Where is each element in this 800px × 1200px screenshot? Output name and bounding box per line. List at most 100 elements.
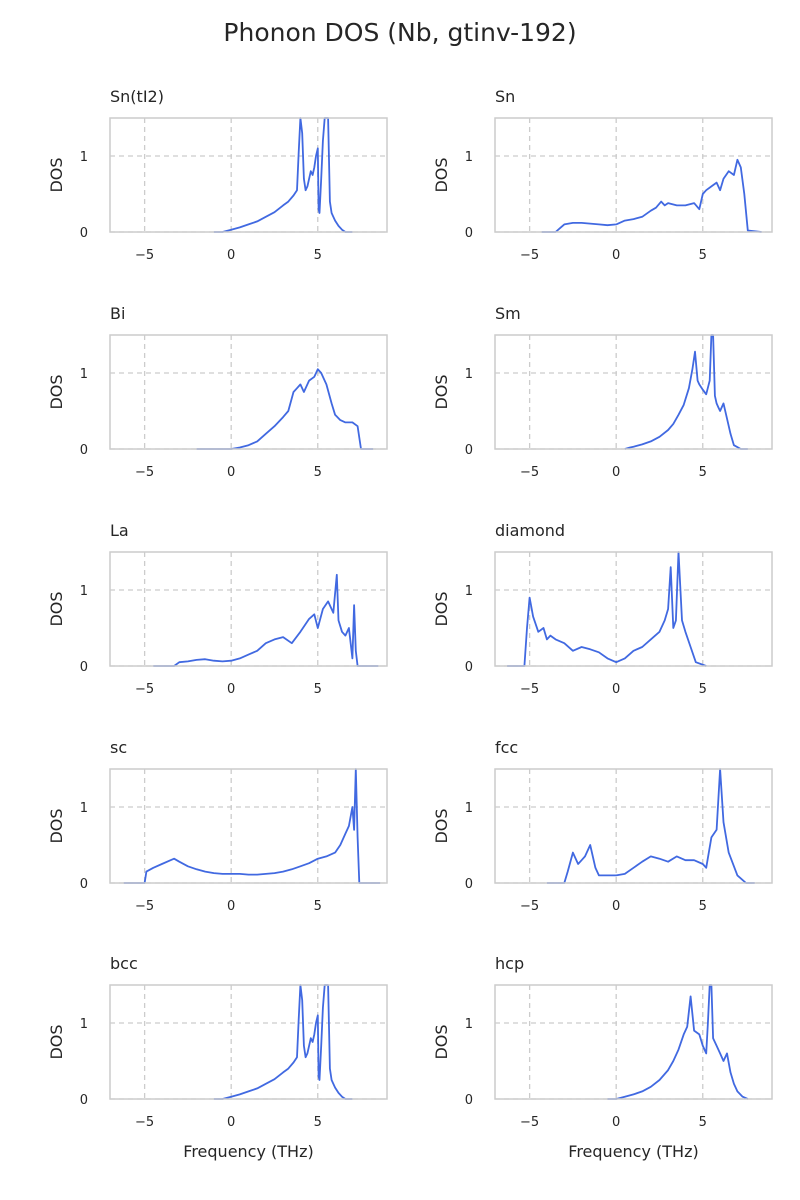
plot-frame <box>109 117 388 233</box>
dos-series-line <box>213 117 353 233</box>
x-tick-label: 5 <box>699 682 707 697</box>
x-tick-label: −5 <box>520 248 539 263</box>
x-axis-label: Frequency (THz) <box>568 1142 698 1161</box>
x-tick-label: 0 <box>612 899 620 914</box>
y-tick-label: 0 <box>80 1093 88 1108</box>
y-axis-label: DOS <box>47 591 66 626</box>
subplot-1: Sn −5 0 5 0 1 DOS <box>432 87 773 263</box>
y-tick-label: 1 <box>80 150 88 165</box>
x-tick-label: −5 <box>135 1115 154 1130</box>
y-tick-label: 0 <box>465 660 473 675</box>
x-tick-label: −5 <box>135 465 154 480</box>
plot-frame <box>109 984 388 1100</box>
subplot-8: bcc −5 0 5 0 1 DOS Frequency (THz) <box>47 954 388 1161</box>
x-tick-label: 0 <box>227 248 235 263</box>
dos-series-line <box>196 368 374 450</box>
x-tick-label: 5 <box>314 465 322 480</box>
x-tick-label: 5 <box>699 899 707 914</box>
y-tick-label: 0 <box>80 877 88 892</box>
y-tick-label: 1 <box>465 584 473 599</box>
y-tick-label: 0 <box>465 226 473 241</box>
subplot-2: Bi −5 0 5 0 1 DOS <box>47 304 388 480</box>
y-axis-label: DOS <box>47 157 66 192</box>
x-tick-label: 0 <box>612 465 620 480</box>
y-tick-label: 0 <box>465 1093 473 1108</box>
x-tick-label: 0 <box>227 1115 235 1130</box>
subplot-6: sc −5 0 5 0 1 DOS <box>47 738 388 914</box>
plot-frame <box>494 551 773 667</box>
x-tick-label: 5 <box>314 1115 322 1130</box>
y-axis-label: DOS <box>432 808 451 843</box>
plot-frame <box>109 551 388 667</box>
subplot-5: diamond −5 0 5 0 1 DOS <box>432 521 773 697</box>
y-tick-label: 1 <box>80 801 88 816</box>
x-tick-label: 5 <box>314 682 322 697</box>
y-tick-label: 1 <box>465 1017 473 1032</box>
x-tick-label: 5 <box>314 248 322 263</box>
y-tick-label: 1 <box>80 1017 88 1032</box>
x-tick-label: 0 <box>227 682 235 697</box>
y-tick-label: 0 <box>80 226 88 241</box>
subplot-4: La −5 0 5 0 1 DOS <box>47 521 388 697</box>
subplot-title: diamond <box>495 521 565 540</box>
x-tick-label: −5 <box>135 899 154 914</box>
dos-series-line <box>546 768 755 884</box>
dos-series-line <box>624 334 748 450</box>
y-tick-label: 0 <box>80 443 88 458</box>
y-axis-label: DOS <box>47 808 66 843</box>
subplot-title: fcc <box>495 738 518 757</box>
x-tick-label: 5 <box>699 248 707 263</box>
y-tick-label: 0 <box>80 660 88 675</box>
subplot-title: Sn(tI2) <box>110 87 164 106</box>
x-tick-label: −5 <box>135 682 154 697</box>
dos-series-line <box>507 551 707 667</box>
dos-series-line <box>607 984 749 1100</box>
x-tick-label: 0 <box>612 1115 620 1130</box>
x-tick-label: 0 <box>227 465 235 480</box>
y-axis-label: DOS <box>432 591 451 626</box>
dos-series-line <box>541 158 762 233</box>
x-tick-label: −5 <box>520 465 539 480</box>
plot-frame <box>494 117 773 233</box>
dos-series-line <box>213 984 353 1100</box>
x-tick-label: 5 <box>314 899 322 914</box>
x-tick-label: 0 <box>227 899 235 914</box>
y-tick-label: 1 <box>465 801 473 816</box>
y-axis-label: DOS <box>432 157 451 192</box>
x-tick-label: −5 <box>520 1115 539 1130</box>
subplot-title: Sm <box>495 304 521 323</box>
subplot-3: Sm −5 0 5 0 1 DOS <box>432 304 773 480</box>
dos-series-line <box>123 768 381 884</box>
plot-frame <box>494 984 773 1100</box>
subplot-title: bcc <box>110 954 138 973</box>
x-tick-label: 5 <box>699 1115 707 1130</box>
y-axis-label: DOS <box>47 1024 66 1059</box>
subplot-title: La <box>110 521 129 540</box>
plot-frame <box>494 768 773 884</box>
plot-frame <box>494 334 773 450</box>
y-tick-label: 1 <box>465 367 473 382</box>
x-tick-label: −5 <box>520 682 539 697</box>
subplot-9: hcp −5 0 5 0 1 DOS Frequency (THz) <box>432 954 773 1161</box>
y-axis-label: DOS <box>47 374 66 409</box>
x-tick-label: −5 <box>135 248 154 263</box>
subplot-title: Sn <box>495 87 515 106</box>
plot-frame <box>109 768 388 884</box>
plot-frame <box>109 334 388 450</box>
y-tick-label: 1 <box>80 584 88 599</box>
subplot-title: Bi <box>110 304 125 323</box>
y-tick-label: 1 <box>80 367 88 382</box>
x-tick-label: 0 <box>612 682 620 697</box>
x-tick-label: 0 <box>612 248 620 263</box>
subplot-title: hcp <box>495 954 524 973</box>
x-tick-label: −5 <box>520 899 539 914</box>
figure-title: Phonon DOS (Nb, gtinv-192) <box>223 18 577 47</box>
y-axis-label: DOS <box>432 1024 451 1059</box>
x-axis-label: Frequency (THz) <box>183 1142 313 1161</box>
x-tick-label: 5 <box>699 465 707 480</box>
y-tick-label: 0 <box>465 443 473 458</box>
y-tick-label: 0 <box>465 877 473 892</box>
subplot-7: fcc −5 0 5 0 1 DOS <box>432 738 773 914</box>
y-axis-label: DOS <box>432 374 451 409</box>
